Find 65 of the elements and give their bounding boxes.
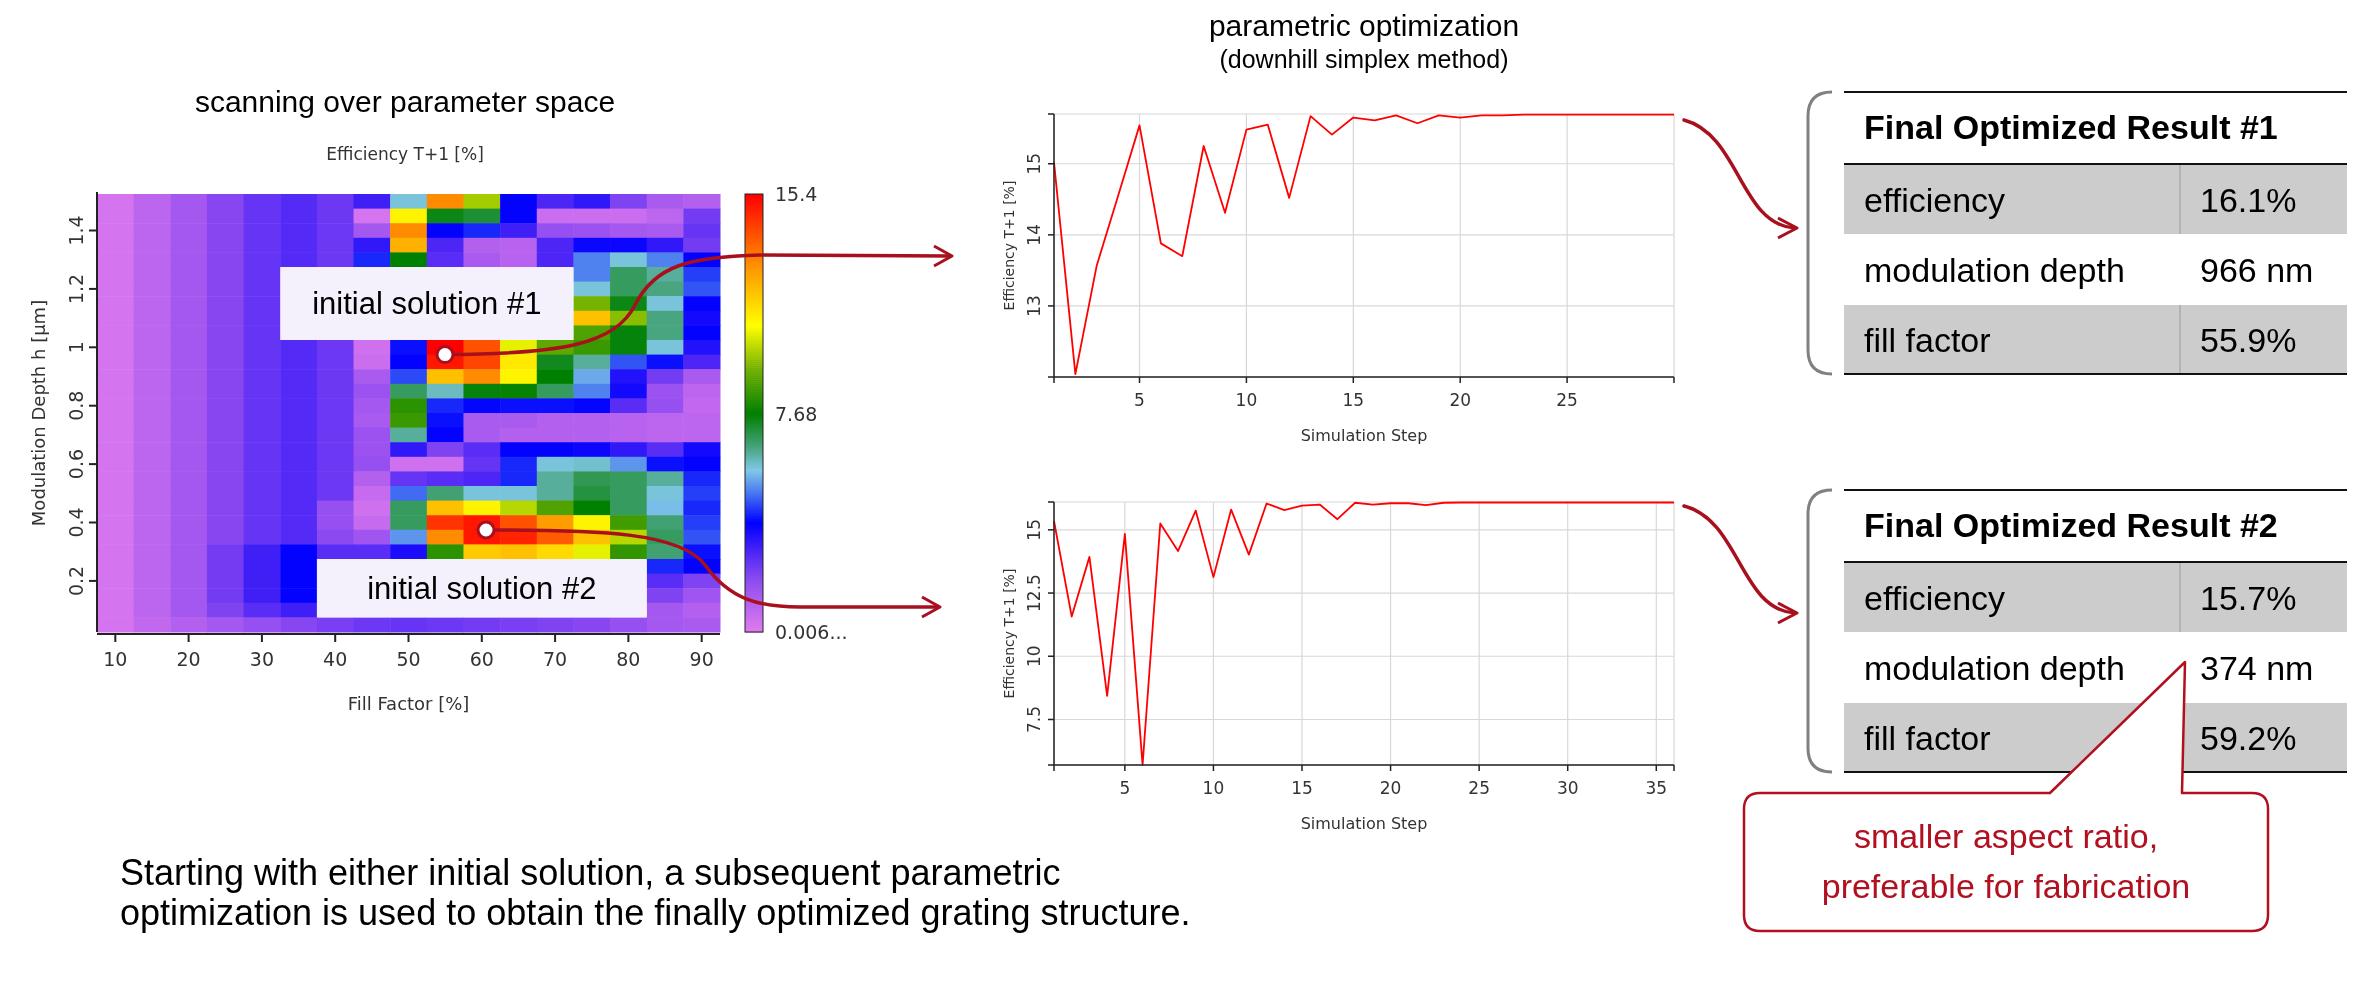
text: 55.9% <box>2200 321 2297 359</box>
annotation: initial solution #2 <box>367 570 597 606</box>
y-tick-label: 0.8 <box>65 390 87 421</box>
chart-title: scanning over parameter space <box>194 85 616 118</box>
text: Final Optimized Result #2 <box>1864 506 2278 544</box>
y-tick-label: 15 <box>1024 519 1044 541</box>
x-tick-label: 35 <box>1645 778 1668 798</box>
chart-title: parametric optimization <box>1208 9 1520 42</box>
text: 59.2% <box>2200 719 2297 757</box>
x-tick-label: 25 <box>1556 390 1578 410</box>
y-tick-label: 1 <box>65 341 87 354</box>
x-axis-title: Simulation Step <box>1300 426 1428 445</box>
x-tick-label: 25 <box>1468 778 1490 798</box>
text: modulation depth <box>1864 649 2125 687</box>
x-tick-label: 20 <box>1449 390 1472 410</box>
y-tick-label: 1.4 <box>65 215 87 246</box>
x-tick-label: 5 <box>1119 778 1131 798</box>
x-axis-title: Fill Factor [%] <box>347 693 470 714</box>
text: modulation depth <box>1864 251 2125 289</box>
x-tick-label: 10 <box>1235 390 1258 410</box>
text: Starting with either initial solution, a subsequent parametric optimization is used to obtain the finally optimized grating structure. <box>120 852 1191 933</box>
text: Final Optimized Result #1 <box>1864 108 2278 146</box>
color-bar-label: 15.4 <box>775 183 818 205</box>
y-tick-label: 0.6 <box>65 448 87 480</box>
x-tick-label: 15 <box>1342 390 1365 410</box>
x-tick-label: 10 <box>1202 778 1225 798</box>
text: efficiency <box>1864 181 2006 219</box>
y-tick-label: 13 <box>1024 295 1044 317</box>
y-tick-label: 1.2 <box>65 273 87 305</box>
annotation: initial solution #1 <box>312 286 542 321</box>
y-tick-label: 7.5 <box>1024 705 1044 733</box>
x-tick-label: 80 <box>616 648 641 670</box>
x-tick-label: 30 <box>249 648 275 670</box>
color-bar-label: 0.006... <box>775 621 848 643</box>
text: 15.7% <box>2200 579 2297 617</box>
x-tick-label: 30 <box>1556 778 1579 798</box>
y-tick-label: 0.4 <box>65 507 87 538</box>
text: efficiency <box>1864 579 2006 617</box>
y-tick-label: 14 <box>1024 224 1044 246</box>
y-tick-label: 12.5 <box>1024 574 1044 612</box>
x-tick-label: 70 <box>542 648 568 670</box>
x-tick-label: 20 <box>176 648 201 670</box>
text: fill factor <box>1864 321 1991 359</box>
x-tick-label: 15 <box>1291 778 1313 798</box>
chart-subtitle: (downhill simplex method) <box>1219 45 1509 73</box>
text: 966 nm <box>2200 251 2314 289</box>
y-tick-label: 0.2 <box>65 565 87 597</box>
text: 374 nm <box>2200 649 2314 687</box>
color-bar-label: 7.68 <box>775 402 818 425</box>
x-axis-title: Simulation Step <box>1300 814 1428 833</box>
y-tick-label: 15 <box>1024 152 1044 175</box>
x-tick-label: 5 <box>1134 390 1145 410</box>
x-tick-label: 60 <box>469 648 494 670</box>
x-tick-label: 40 <box>323 648 348 670</box>
color-bar-title: Efficiency T+1 [%] <box>326 144 484 164</box>
text: smaller aspect ratio, preferable for fabrication <box>1821 817 2191 905</box>
text: 16.1% <box>2200 181 2297 219</box>
x-tick-label: 50 <box>396 648 421 670</box>
y-axis-title: Efficiency T+1 [%] <box>1001 568 1017 699</box>
text: fill factor <box>1864 719 1991 757</box>
y-axis-title: Modulation Depth h [µm] <box>28 299 49 527</box>
y-axis-title: Efficiency T+1 [%] <box>1001 180 1017 311</box>
x-tick-label: 90 <box>689 648 714 670</box>
x-tick-label: 20 <box>1379 778 1402 798</box>
x-tick-label: 10 <box>103 648 128 670</box>
